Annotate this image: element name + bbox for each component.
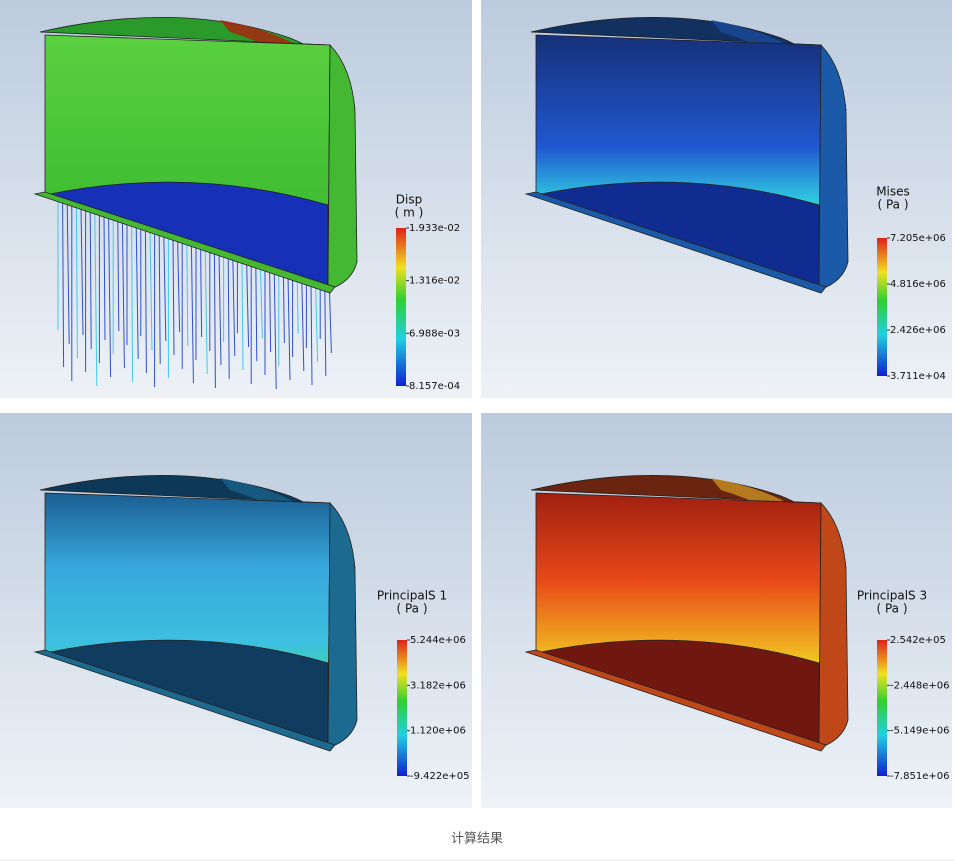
panel: PrincipalS 3( Pa ) 2.542e+05 -2.448e+06 -5.…	[481, 413, 952, 808]
constraint-line	[255, 264, 258, 362]
legend-title: Mises	[876, 185, 910, 199]
constraint-line	[232, 256, 236, 357]
constraint-line	[80, 207, 84, 336]
panel: PrincipalS 1( Pa ) 5.244e+06 3.182e+06 1.12…	[0, 413, 472, 808]
legend-label: 1.933e-02	[409, 223, 460, 234]
legend-label: -9.422e+05	[410, 771, 470, 782]
color-bar	[396, 228, 406, 386]
legend-label: 3.182e+06	[410, 680, 466, 691]
constraint-line	[149, 229, 153, 351]
legend-label: 8.157e-04	[409, 381, 460, 392]
constraint-line	[218, 252, 222, 366]
base-plate	[33, 191, 336, 294]
legend-title: PrincipalS 3	[857, 589, 927, 603]
legend-label: 2.426e+06	[890, 325, 946, 336]
constraint-line	[108, 216, 112, 378]
tank	[33, 474, 358, 752]
legend-title: Disp	[396, 193, 422, 207]
panel: Disp( m ) 1.933e-02 1.316e-02 6.988e-03 8.15…	[0, 0, 472, 398]
constraint-line	[273, 270, 277, 390]
legend-label: 5.244e+06	[410, 635, 466, 646]
floor	[43, 639, 329, 744]
legend-label: 2.542e+05	[890, 635, 946, 646]
constraint-line	[144, 228, 147, 374]
constraint-line	[131, 223, 134, 383]
constraint-line	[62, 201, 65, 368]
legend-label: -2.448e+06	[890, 680, 950, 691]
base-plate	[33, 649, 336, 752]
constraint-line	[269, 268, 272, 353]
floor	[534, 639, 820, 744]
tank	[524, 16, 849, 294]
constraint-line	[246, 261, 250, 348]
constraint-line	[135, 225, 139, 360]
constraint-line	[227, 255, 230, 380]
color-bar	[877, 640, 887, 776]
constraint-line	[213, 250, 216, 389]
constraint-line	[200, 246, 203, 338]
legend-unit: ( Pa )	[876, 602, 907, 616]
legend-unit: ( Pa )	[396, 602, 427, 616]
tank	[524, 474, 849, 752]
tank	[33, 16, 358, 390]
color-bar	[877, 238, 887, 376]
constraint-line	[324, 286, 327, 377]
constraint-line	[158, 232, 161, 365]
constraint-line	[310, 282, 313, 386]
legend-title: PrincipalS 1	[377, 589, 447, 603]
legend-label: 7.205e+06	[890, 233, 946, 244]
legend-label: 1.316e-02	[409, 276, 460, 287]
constraint-line	[296, 277, 299, 335]
legend-unit: ( Pa )	[877, 198, 908, 212]
constraint-line	[186, 241, 189, 347]
color-bar	[397, 640, 407, 776]
constraint-line	[94, 211, 98, 387]
panel: Mises( Pa ) 7.205e+06 4.816e+06 2.426e+06 3.…	[481, 0, 952, 398]
base-plate	[524, 191, 827, 294]
constraint-line	[172, 237, 175, 356]
constraint-line	[328, 288, 332, 354]
constraint-line	[163, 234, 167, 342]
constraint-line	[117, 219, 120, 332]
constraint-line	[315, 283, 319, 363]
constraint-line	[66, 202, 70, 345]
constraint-line	[241, 259, 244, 371]
legend-label: -7.851e+06	[890, 771, 950, 782]
constraint-line	[282, 273, 285, 344]
constraint-line	[287, 274, 291, 381]
legend-label: 4.816e+06	[890, 279, 946, 290]
constraint-line	[89, 210, 92, 350]
legend-label: 3.711e+04	[890, 371, 946, 382]
constraint-line	[259, 265, 263, 339]
constraint-line	[204, 247, 208, 375]
legend-label: 6.988e-03	[409, 328, 460, 339]
constraint-line	[103, 214, 106, 341]
constraint-line	[301, 279, 305, 372]
floor	[43, 181, 329, 286]
constraint-line	[75, 205, 78, 359]
constraint-line	[190, 243, 194, 384]
legend-unit: ( m )	[395, 206, 424, 220]
floor	[534, 181, 820, 286]
legend-label: 1.120e+06	[410, 726, 466, 737]
constraint-line	[177, 238, 181, 333]
caption: 计算结果	[451, 832, 503, 847]
base-plate	[524, 649, 827, 752]
constraint-line	[121, 220, 125, 369]
legend-label: -5.149e+06	[890, 726, 950, 737]
